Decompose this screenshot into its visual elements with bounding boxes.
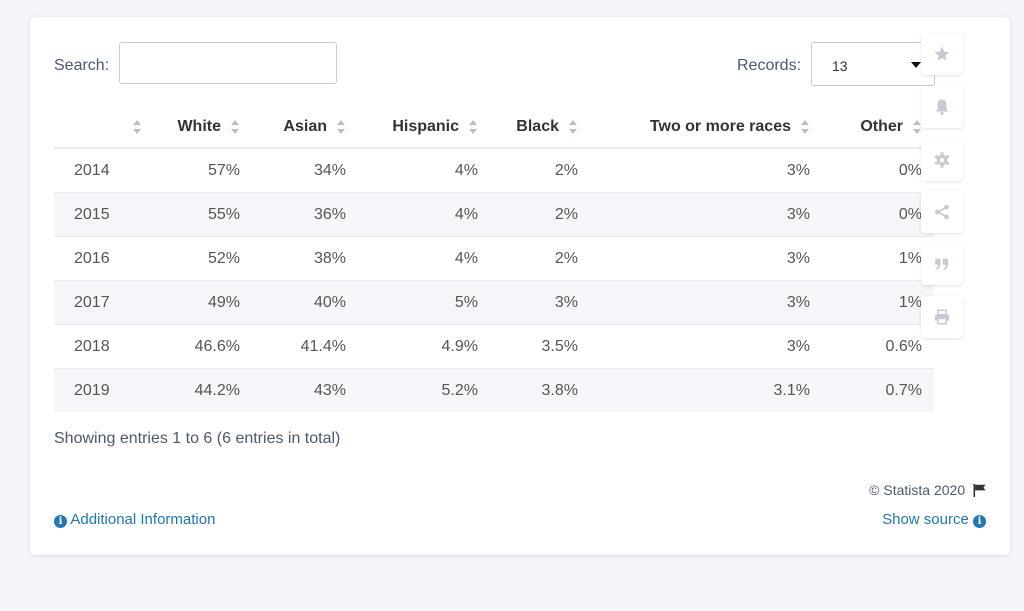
column-header-asian[interactable]: Asian: [252, 107, 358, 149]
table-cell: 43%: [252, 368, 358, 412]
table-cell: 2%: [490, 236, 590, 281]
table-cell: 3%: [590, 236, 822, 281]
sort-icon: [337, 119, 346, 134]
table-cell: 0.7%: [822, 368, 934, 412]
share-button[interactable]: [921, 191, 963, 233]
table-cell: 2017: [54, 280, 154, 325]
table-row: 2019 44.2% 43% 5.2% 3.8% 3.1% 0.7%: [54, 368, 934, 412]
table-cell: 4.9%: [358, 324, 490, 369]
column-header-white[interactable]: White: [154, 107, 252, 149]
notification-button[interactable]: [921, 86, 963, 128]
sort-icon: [801, 119, 810, 134]
copyright: © Statista 2020: [869, 482, 986, 498]
column-header-hispanic[interactable]: Hispanic: [358, 107, 490, 149]
column-header-other[interactable]: Other: [822, 107, 934, 149]
table-cell: 57%: [154, 147, 252, 193]
gear-icon: [934, 152, 950, 168]
show-source-label: Show source: [882, 511, 969, 528]
table-row: 2015 55% 36% 4% 2% 3% 0%: [54, 192, 934, 237]
table-cell: 55%: [154, 192, 252, 237]
table-cell: 3%: [590, 324, 822, 369]
info-icon: i: [973, 515, 986, 528]
table-cell: 3%: [590, 147, 822, 193]
sort-icon: [133, 119, 142, 134]
caret-down-icon: [911, 62, 921, 68]
table-cell: 3%: [590, 192, 822, 237]
sort-icon: [231, 119, 240, 134]
table-cell: 3.1%: [590, 368, 822, 412]
table-cell: 2018: [54, 324, 154, 369]
records-value: 13: [832, 58, 848, 74]
table-row: 2014 57% 34% 4% 2% 3% 0%: [54, 147, 934, 193]
print-button[interactable]: [921, 296, 963, 338]
table-cell: 2015: [54, 192, 154, 237]
search-label: Search:: [54, 57, 110, 74]
table-cell: 2014: [54, 147, 154, 193]
cite-button[interactable]: [921, 243, 963, 285]
table-cell: 4%: [358, 192, 490, 237]
table-cell: 3.5%: [490, 324, 590, 369]
table-cell: 0%: [822, 192, 934, 237]
column-header-black[interactable]: Black: [490, 107, 590, 149]
table-cell: 2%: [490, 192, 590, 237]
sort-icon: [569, 119, 578, 134]
quote-icon: [935, 258, 948, 270]
table-cell: 41.4%: [252, 324, 358, 369]
table-cell: 4%: [358, 147, 490, 193]
table-cell: 1%: [822, 236, 934, 281]
table-cell: 49%: [154, 280, 252, 325]
favorite-button[interactable]: [921, 33, 963, 75]
table-cell: 0.6%: [822, 324, 934, 369]
additional-information-link[interactable]: i Additional Information: [54, 511, 215, 528]
table-cell: 36%: [252, 192, 358, 237]
table-cell: 4%: [358, 236, 490, 281]
entries-summary: Showing entries 1 to 6 (6 entries in tot…: [54, 430, 341, 447]
sort-icon: [469, 119, 478, 134]
share-icon: [935, 204, 949, 220]
copyright-text: © Statista 2020: [869, 482, 966, 498]
data-table: White Asian Hispanic Black Two or more r…: [54, 107, 934, 412]
records-label: Records:: [737, 57, 802, 74]
table-cell: 34%: [252, 147, 358, 193]
table-cell: 44.2%: [154, 368, 252, 412]
flag-icon[interactable]: [973, 484, 986, 497]
table-cell: 3.8%: [490, 368, 590, 412]
sort-icon: [913, 119, 922, 134]
additional-information-label: Additional Information: [70, 511, 216, 528]
bell-icon: [935, 99, 949, 116]
settings-button[interactable]: [921, 139, 963, 181]
table-cell: 1%: [822, 280, 934, 325]
table-row: 2016 52% 38% 4% 2% 3% 1%: [54, 236, 934, 281]
table-cell: 5%: [358, 280, 490, 325]
column-header-two-or-more[interactable]: Two or more races: [590, 107, 822, 149]
table-cell: 5.2%: [358, 368, 490, 412]
search-input[interactable]: [119, 42, 337, 84]
star-icon: [934, 46, 950, 61]
table-cell: 3%: [490, 280, 590, 325]
table-cell: 0%: [822, 147, 934, 193]
table-header-row: White Asian Hispanic Black Two or more r…: [54, 107, 934, 149]
column-header-year[interactable]: [54, 107, 154, 149]
info-icon: i: [54, 515, 67, 528]
table-cell: 2019: [54, 368, 154, 412]
records-select[interactable]: 13: [811, 42, 935, 86]
table-cell: 46.6%: [154, 324, 252, 369]
table-cell: 38%: [252, 236, 358, 281]
show-source-link[interactable]: Show source i: [882, 511, 986, 528]
table-cell: 3%: [590, 280, 822, 325]
table-row: 2018 46.6% 41.4% 4.9% 3.5% 3% 0.6%: [54, 324, 934, 369]
table-cell: 52%: [154, 236, 252, 281]
table-card: Search: Records: 13 White Asian Hispanic…: [30, 17, 1010, 555]
table-cell: 2%: [490, 147, 590, 193]
print-icon: [934, 309, 950, 325]
table-row: 2017 49% 40% 5% 3% 3% 1%: [54, 280, 934, 325]
table-cell: 40%: [252, 280, 358, 325]
table-cell: 2016: [54, 236, 154, 281]
